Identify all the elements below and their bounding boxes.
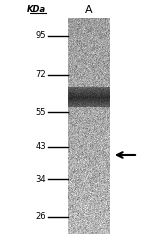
- Text: 26: 26: [35, 212, 46, 221]
- Text: 34: 34: [35, 175, 46, 184]
- Text: 55: 55: [36, 108, 46, 117]
- Text: A: A: [85, 5, 93, 15]
- Text: 43: 43: [35, 142, 46, 151]
- Text: 72: 72: [35, 70, 46, 79]
- Text: KDa: KDa: [27, 6, 46, 14]
- Text: 95: 95: [36, 31, 46, 41]
